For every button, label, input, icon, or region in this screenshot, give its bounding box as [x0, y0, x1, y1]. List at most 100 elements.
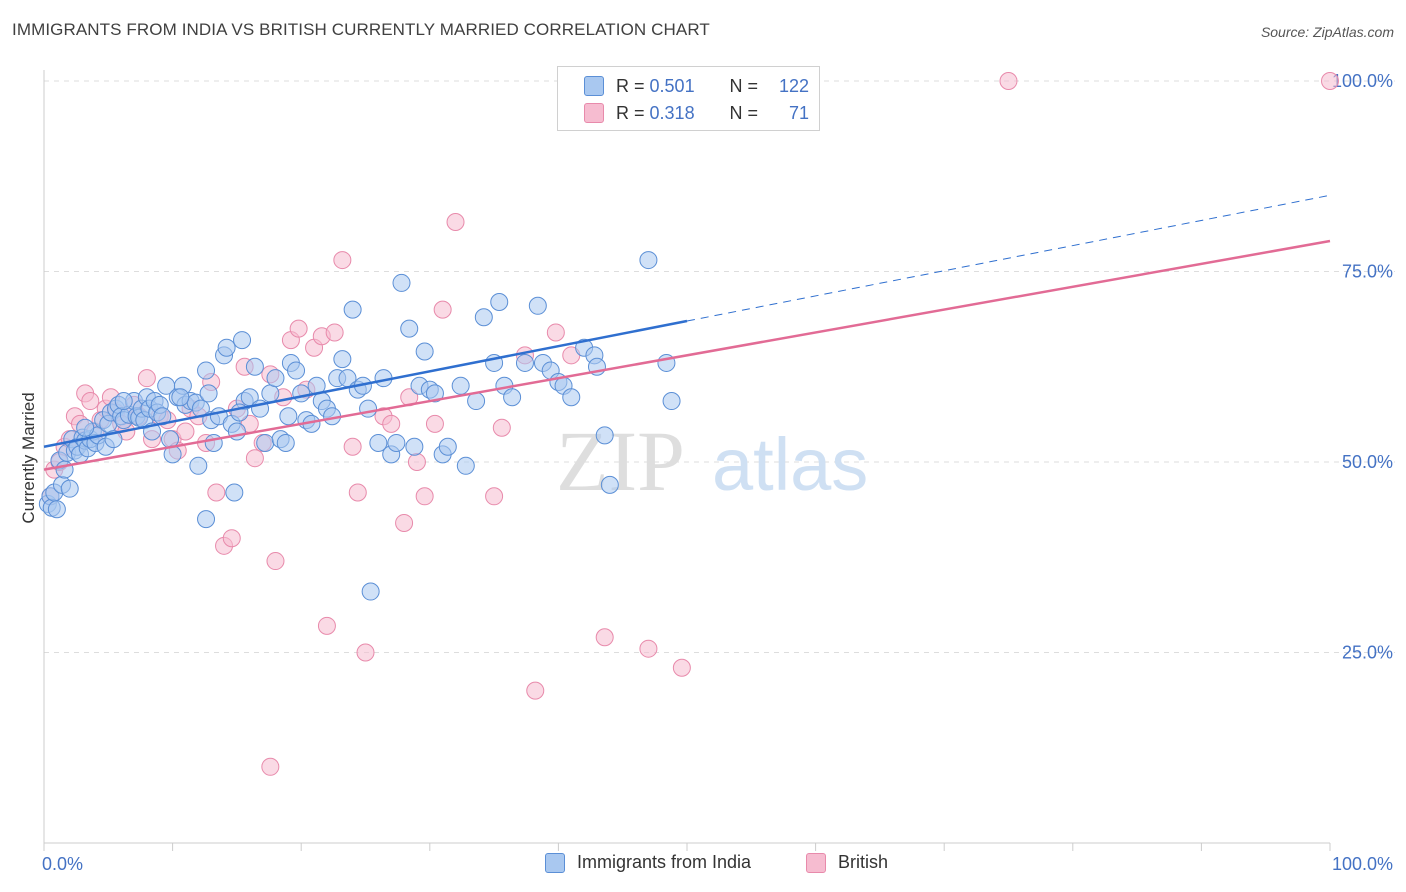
british-point — [325, 323, 344, 342]
legend-n-label: N = — [729, 75, 759, 96]
india-point — [245, 357, 264, 376]
india-point — [662, 392, 681, 411]
india-point — [392, 273, 411, 292]
british-point — [261, 757, 280, 776]
british-point — [485, 487, 504, 506]
british-point — [433, 300, 452, 319]
india-point — [197, 361, 216, 380]
x-tick-label: 100.0% — [1332, 854, 1393, 874]
india-point — [438, 437, 457, 456]
british-point — [289, 319, 308, 338]
y-tick-label: 25.0% — [1342, 643, 1393, 663]
y-axis-label: Currently Married — [19, 392, 38, 523]
legend-r-value: 0.501 — [649, 75, 695, 96]
india-point — [204, 433, 223, 452]
correlation-legend: R = 0.501 N = 122 R = 0.318 N = 71 — [557, 66, 820, 131]
british-point — [446, 212, 465, 231]
british-point — [137, 369, 156, 388]
british-point — [333, 251, 352, 270]
british-point — [425, 414, 444, 433]
india-point — [361, 582, 380, 601]
india-point — [503, 388, 522, 407]
series-label-india: Immigrants from India — [577, 852, 752, 872]
british-point — [356, 643, 375, 662]
india-point — [256, 433, 275, 452]
india-point — [528, 296, 547, 315]
series-swatch-british — [806, 852, 826, 873]
india-point — [425, 384, 444, 403]
british-point — [546, 323, 565, 342]
legend-n-label: N = — [729, 102, 759, 123]
india-point — [405, 437, 424, 456]
british-point — [382, 414, 401, 433]
india-point — [279, 407, 298, 426]
india-point — [276, 433, 295, 452]
british-trend-line — [43, 239, 1331, 471]
series-label-british: British — [838, 852, 889, 872]
india-point — [197, 510, 216, 529]
british-point — [207, 483, 226, 502]
india-point — [47, 500, 66, 519]
chart-source: Source: ZipAtlas.com — [1260, 24, 1394, 40]
india-point — [359, 399, 378, 418]
x-tick-label: 0.0% — [42, 854, 83, 874]
y-tick-label: 100.0% — [1332, 71, 1393, 91]
india-point — [515, 353, 534, 372]
india-point — [639, 251, 658, 270]
legend-n-value: 122 — [779, 75, 810, 96]
legend-swatch-india — [584, 76, 604, 96]
legend-r-value: 0.318 — [649, 102, 695, 123]
india-point — [114, 392, 133, 411]
india-point — [600, 475, 619, 494]
india-point — [369, 433, 388, 452]
series-swatch-india — [545, 852, 565, 873]
india-point — [199, 384, 218, 403]
india-trend-line — [43, 319, 688, 448]
india-point — [76, 418, 95, 437]
legend-row-british: R = 0.318 N = 71 — [584, 100, 809, 126]
british-point — [266, 552, 285, 571]
india-point — [171, 388, 190, 407]
british-point — [1321, 72, 1339, 90]
india-point — [287, 361, 306, 380]
india-point — [451, 376, 470, 395]
series-legend-india[interactable]: Immigrants from India — [545, 852, 751, 873]
british-point — [526, 681, 545, 700]
india-point — [333, 350, 352, 369]
legend-r-label: R = — [616, 75, 645, 96]
india-point — [415, 342, 434, 361]
series-legend-british[interactable]: British — [806, 852, 888, 873]
india-point — [456, 456, 475, 475]
british-point — [395, 513, 414, 532]
british-point — [595, 628, 614, 647]
india-point — [595, 426, 614, 445]
british-point — [222, 529, 241, 548]
india-point — [387, 433, 406, 452]
british-point — [415, 487, 434, 506]
y-tick-label: 50.0% — [1342, 452, 1393, 472]
british-point — [245, 449, 264, 468]
watermark-zip: ZIP — [556, 413, 685, 509]
legend-n-value: 71 — [789, 102, 810, 123]
watermark-atlas: atlas — [712, 423, 868, 506]
british-point — [81, 392, 100, 411]
india-point — [474, 308, 493, 327]
india-point — [189, 456, 208, 475]
india-point — [292, 384, 311, 403]
british-point — [999, 72, 1018, 90]
british-point — [343, 437, 362, 456]
india-trend-extension — [686, 194, 1331, 322]
india-point — [490, 292, 509, 311]
india-point — [60, 479, 79, 498]
british-point — [176, 422, 195, 441]
india-point — [562, 388, 581, 407]
legend-row-india: R = 0.501 N = 122 — [584, 73, 809, 99]
india-point — [217, 338, 236, 357]
british-point — [639, 639, 658, 658]
british-point — [407, 453, 426, 471]
chart-title: IMMIGRANTS FROM INDIA VS BRITISH CURRENT… — [12, 20, 710, 39]
british-point — [492, 418, 511, 437]
british-point — [348, 483, 367, 502]
india-point — [343, 300, 362, 319]
